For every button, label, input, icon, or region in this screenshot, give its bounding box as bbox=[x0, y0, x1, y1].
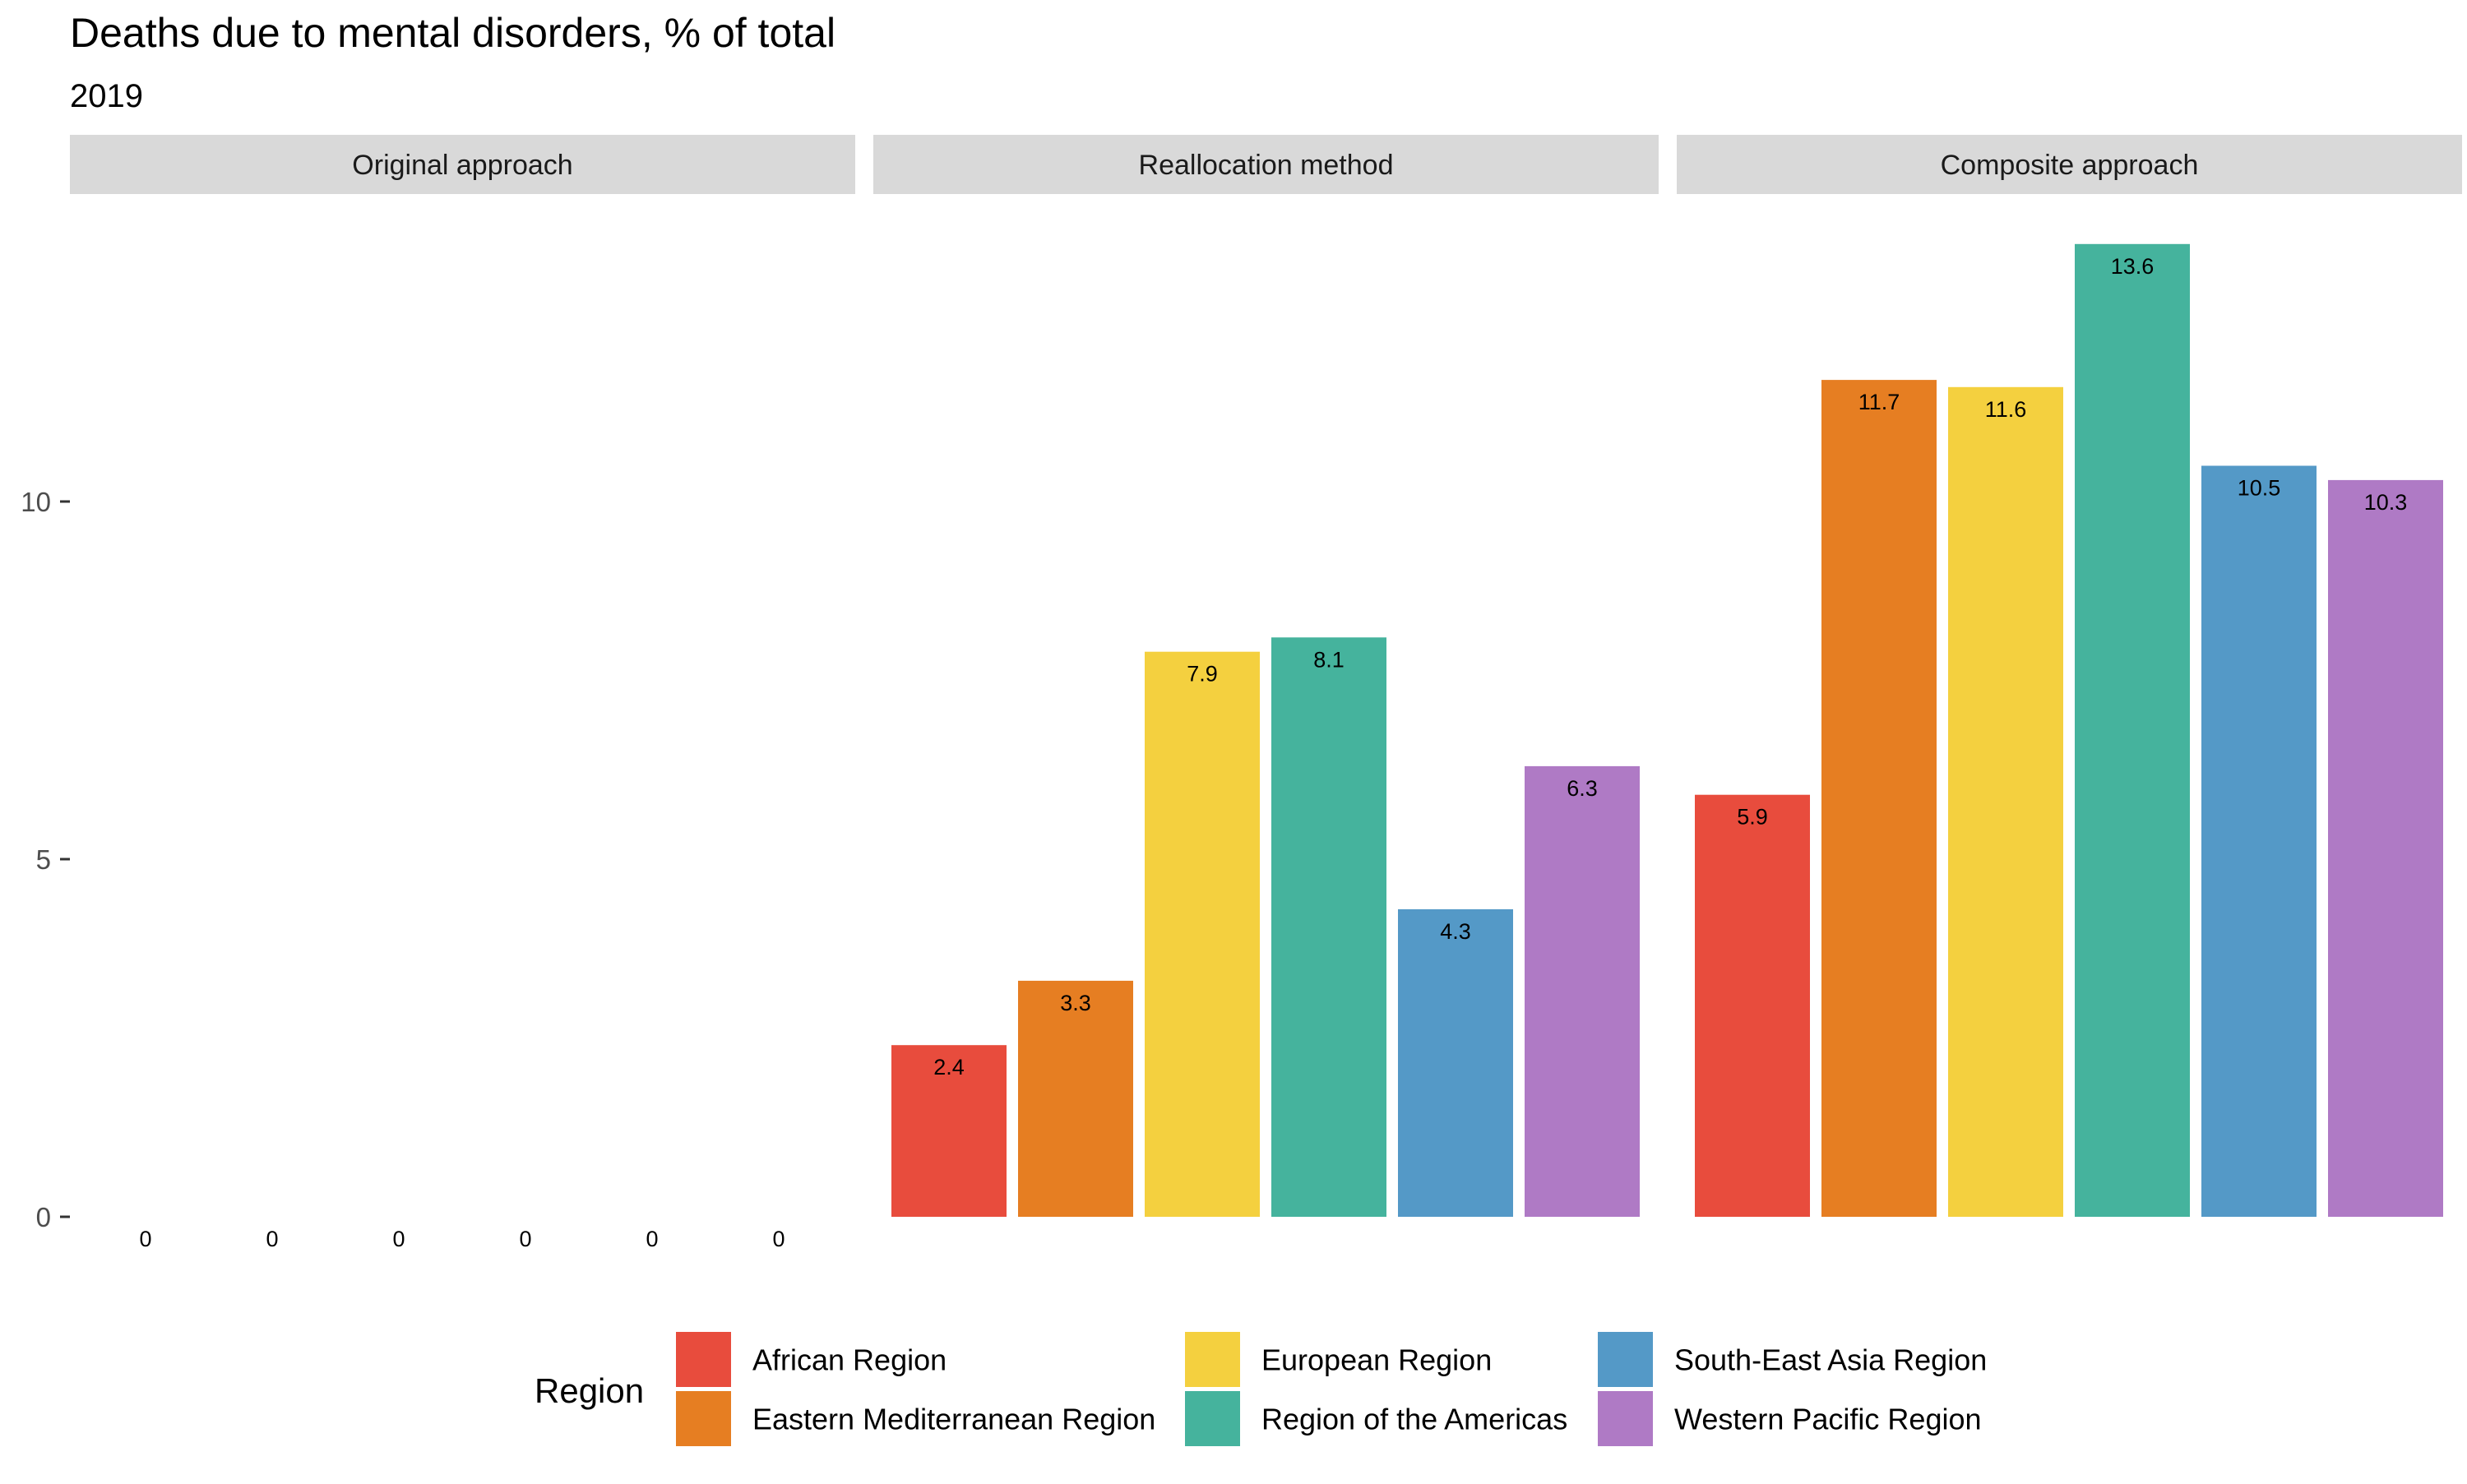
legend-label: Region of the Americas bbox=[1261, 1403, 1567, 1436]
legend-swatch bbox=[1598, 1391, 1653, 1446]
bar bbox=[1948, 386, 2063, 1217]
bar-labels: 0 0 0 0 0 0 2.4 3.3 7.9 8.1 4.3 6.3 5.9 11.7 11.6 13.6 1… bbox=[139, 254, 2407, 1251]
facet-strip-label: Reallocation method bbox=[1139, 150, 1394, 181]
bar-value-label: 8.1 bbox=[1313, 647, 1345, 672]
bar-value-label: 11.7 bbox=[1858, 390, 1900, 414]
facet-strip bbox=[1677, 135, 2462, 194]
legend-label: Eastern Mediterranean Region bbox=[752, 1403, 1155, 1436]
bar-value-label: 3.3 bbox=[1060, 991, 1091, 1015]
bar-value-label: 4.3 bbox=[1440, 919, 1471, 944]
bar-value-label: 0 bbox=[519, 1227, 531, 1251]
bar bbox=[1525, 765, 1640, 1217]
bar-value-label: 11.6 bbox=[1985, 397, 2027, 422]
y-axis: 0 5 10 bbox=[21, 487, 70, 1232]
legend-title: Region bbox=[535, 1371, 644, 1410]
bar bbox=[1695, 794, 1810, 1217]
facet-strip-label: Composite approach bbox=[1941, 150, 2199, 181]
bar bbox=[1018, 980, 1133, 1217]
bar bbox=[2328, 479, 2443, 1217]
bar bbox=[1821, 380, 1937, 1218]
y-tick-label: 5 bbox=[36, 844, 51, 875]
bar-value-label: 0 bbox=[392, 1227, 405, 1251]
facet-strip bbox=[873, 135, 1659, 194]
legend-label: African Region bbox=[752, 1343, 947, 1377]
chart-subtitle: 2019 bbox=[70, 78, 143, 114]
bar-value-label: 7.9 bbox=[1187, 662, 1218, 687]
legend-swatch bbox=[1185, 1391, 1240, 1446]
legend-swatch bbox=[676, 1332, 731, 1387]
bar-value-label: 0 bbox=[646, 1227, 658, 1251]
bar-value-label: 10.5 bbox=[2238, 476, 2281, 501]
bar-value-label: 6.3 bbox=[1567, 776, 1598, 801]
legend-label: European Region bbox=[1261, 1343, 1492, 1377]
bars bbox=[891, 243, 2443, 1218]
facet-strip bbox=[70, 135, 855, 194]
legend-swatch bbox=[1185, 1332, 1240, 1387]
chart-title: Deaths due to mental disorders, % of tot… bbox=[70, 10, 835, 56]
bar-value-label: 0 bbox=[139, 1227, 151, 1251]
y-tick-label: 0 bbox=[36, 1202, 51, 1232]
bar bbox=[1398, 908, 1513, 1217]
legend-swatch bbox=[676, 1391, 731, 1446]
bar bbox=[1145, 651, 1260, 1217]
facet-strip-label: Original approach bbox=[352, 150, 572, 181]
legend-label: Western Pacific Region bbox=[1674, 1403, 1982, 1436]
bar-value-label: 5.9 bbox=[1737, 805, 1768, 830]
bar bbox=[2201, 465, 2317, 1217]
bar-value-label: 13.6 bbox=[2111, 254, 2155, 279]
bar-value-label: 10.3 bbox=[2364, 490, 2408, 515]
legend: Region African Region Eastern Mediterranea… bbox=[535, 1332, 1987, 1446]
bar bbox=[1271, 637, 1386, 1217]
bar-value-label: 0 bbox=[772, 1227, 785, 1251]
bar bbox=[2075, 243, 2190, 1217]
legend-swatch bbox=[1598, 1332, 1653, 1387]
legend-label: South-East Asia Region bbox=[1674, 1343, 1987, 1377]
bar bbox=[891, 1045, 1007, 1217]
facet-strips: Original approach Reallocation method Comp… bbox=[70, 135, 2462, 194]
bar-value-label: 0 bbox=[266, 1227, 278, 1251]
bar-value-label: 2.4 bbox=[933, 1055, 965, 1079]
y-tick-label: 10 bbox=[21, 487, 51, 517]
